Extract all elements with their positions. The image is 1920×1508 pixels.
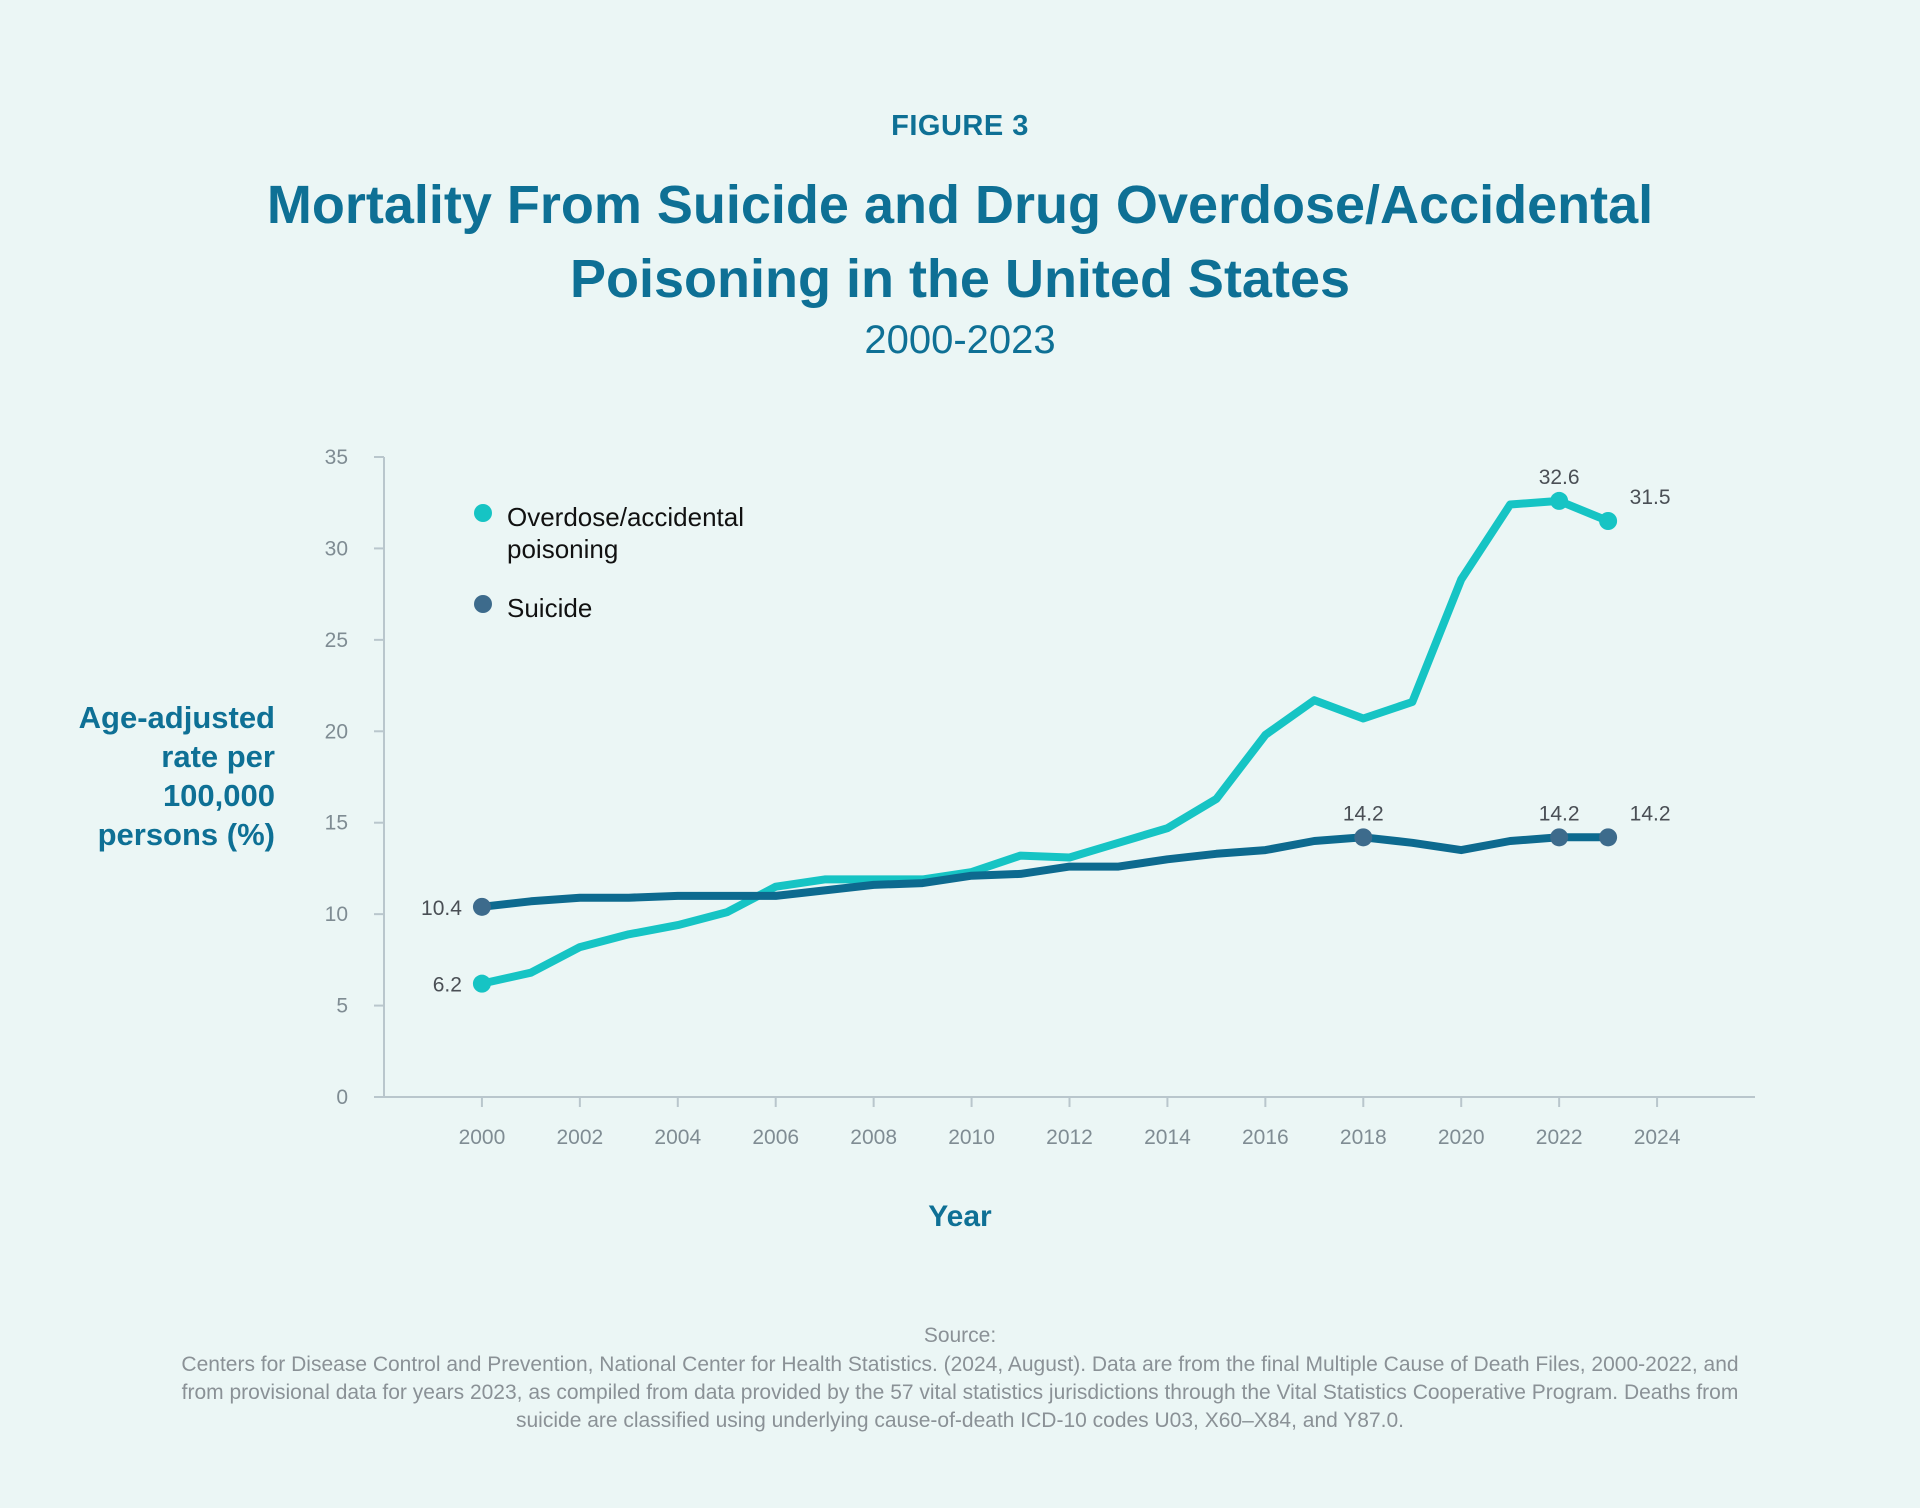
axes: 0 5 10 15 20 25 30 35 2000 2002 2004 2006 2008 2010 20… bbox=[325, 446, 1755, 1149]
data-point-overdose bbox=[1599, 512, 1618, 530]
legend-marker-suicide bbox=[474, 595, 492, 613]
legend: Overdose/accidental poisoning Suicide bbox=[474, 502, 744, 623]
x-tick-label: 2018 bbox=[1340, 1126, 1387, 1149]
x-tick-label: 2004 bbox=[654, 1126, 701, 1149]
y-tick-label: 35 bbox=[325, 446, 348, 469]
x-tick-label: 2006 bbox=[752, 1126, 799, 1149]
x-tick-label: 2000 bbox=[459, 1126, 506, 1149]
legend-label-overdose: Overdose/accidental bbox=[507, 502, 744, 532]
source-title: Source: bbox=[923, 1324, 997, 1347]
source-text: Centers for Disease Control and Preventi… bbox=[181, 1353, 1739, 1432]
y-tick-label: 5 bbox=[336, 995, 348, 1018]
data-label-suicide: 14.2 bbox=[1539, 802, 1580, 825]
data-labels: 6.2 32.6 31.5 10.4 14.2 14.2 14.2 bbox=[421, 466, 1670, 997]
x-axis-label: Year bbox=[928, 1200, 992, 1233]
chart-subtitle: 2000-2023 bbox=[864, 318, 1056, 362]
x-tick-label: 2010 bbox=[948, 1126, 995, 1149]
x-tick-label: 2024 bbox=[1634, 1126, 1681, 1149]
data-label-overdose: 6.2 bbox=[433, 974, 462, 997]
data-point-suicide bbox=[1354, 828, 1373, 847]
data-label-suicide: 14.2 bbox=[1630, 802, 1671, 825]
legend-label-overdose-line2: poisoning bbox=[507, 534, 618, 564]
series-lines bbox=[472, 491, 1618, 993]
data-label-suicide: 14.2 bbox=[1343, 802, 1384, 825]
figure-label: FIGURE 3 bbox=[891, 110, 1029, 142]
y-axis-label-line: rate per bbox=[161, 739, 275, 774]
y-tick-label: 15 bbox=[325, 812, 348, 835]
y-tick-label: 30 bbox=[325, 537, 348, 560]
data-point-suicide bbox=[472, 897, 491, 916]
x-tick-label: 2022 bbox=[1536, 1126, 1583, 1149]
y-tick-label: 10 bbox=[325, 903, 348, 926]
series-line-suicide bbox=[477, 833, 1613, 911]
data-point-suicide bbox=[1550, 828, 1569, 847]
legend-label-suicide: Suicide bbox=[507, 593, 592, 623]
x-tick-label: 2014 bbox=[1144, 1126, 1191, 1149]
legend-marker-overdose bbox=[474, 504, 492, 522]
data-label-overdose: 31.5 bbox=[1630, 486, 1671, 509]
x-tick-label: 2008 bbox=[850, 1126, 897, 1149]
x-tick-label: 2012 bbox=[1046, 1126, 1093, 1149]
x-tick-label: 2020 bbox=[1438, 1126, 1485, 1149]
y-axis-label-line: 100,000 bbox=[162, 778, 275, 813]
chart-title: Mortality From Suicide and Drug Overdose… bbox=[266, 175, 1654, 309]
series-line-overdose bbox=[477, 496, 1613, 988]
y-axis-label-line: persons (%) bbox=[97, 817, 275, 852]
y-tick-label: 20 bbox=[325, 720, 348, 743]
data-point-overdose bbox=[1550, 491, 1569, 510]
y-axis-label-line: Age-adjusted bbox=[78, 700, 275, 735]
x-tick-label: 2016 bbox=[1242, 1126, 1289, 1149]
data-point-suicide bbox=[1599, 828, 1618, 847]
data-point-overdose bbox=[472, 974, 491, 993]
data-label-suicide: 10.4 bbox=[421, 897, 462, 920]
y-tick-label: 25 bbox=[325, 629, 348, 652]
data-label-overdose: 32.6 bbox=[1539, 466, 1580, 489]
x-tick-label: 2002 bbox=[556, 1126, 603, 1149]
y-tick-label: 0 bbox=[336, 1086, 348, 1109]
y-axis-label: Age-adjusted rate per 100,000 persons (%… bbox=[40, 698, 275, 854]
